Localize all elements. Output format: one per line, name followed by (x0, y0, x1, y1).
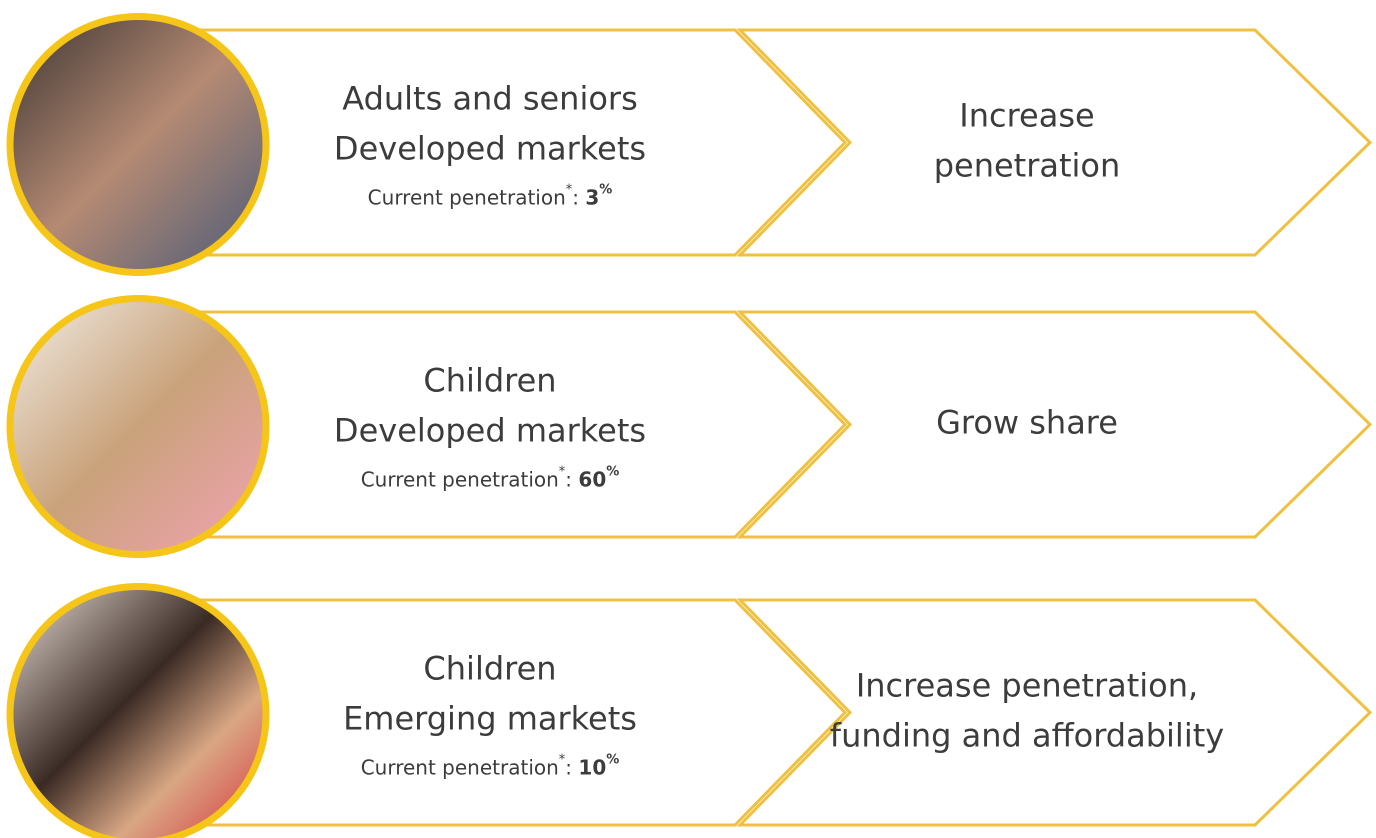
strategy-text: Increase penetration, (856, 667, 1198, 705)
strategy-text: Increase (959, 97, 1094, 135)
strategy-text: funding and affordability (830, 717, 1224, 755)
penetration-label: Current penetration (361, 467, 559, 491)
row: Adults and seniors Developed markets Curre… (10, 17, 1370, 273)
penetration-unit: % (599, 182, 612, 197)
penetration-value: 10 (578, 755, 606, 779)
strategy-text: Grow share (936, 404, 1118, 442)
penetration-unit: % (606, 464, 619, 479)
photo (10, 587, 266, 838)
penetration-text: Current penetration*: 10% (361, 752, 620, 779)
penetration-value: 60 (578, 467, 606, 491)
penetration-text: Current penetration*: 60% (361, 464, 620, 491)
separator: : (572, 185, 579, 209)
penetration-label: Current penetration (361, 755, 559, 779)
photo (10, 299, 266, 555)
row: Children Developed markets Current penetra… (10, 299, 1370, 555)
diagram: Adults and seniors Developed markets Curre… (0, 0, 1376, 838)
row: Children Emerging markets Current penetrat… (10, 587, 1370, 838)
segment-text: Adults and seniors (342, 80, 638, 118)
segment-text: Children (423, 362, 556, 400)
penetration-unit: % (606, 752, 619, 767)
separator: : (565, 467, 572, 491)
segment-text: Developed markets (334, 412, 646, 450)
penetration-text: Current penetration*: 3% (368, 182, 613, 209)
penetration-value: 3 (585, 185, 599, 209)
segment-text: Developed markets (334, 130, 646, 168)
strategy-text: penetration (934, 147, 1121, 185)
separator: : (565, 755, 572, 779)
penetration-label: Current penetration (368, 185, 566, 209)
segment-text: Children (423, 650, 556, 688)
photo (10, 17, 266, 273)
segment-text: Emerging markets (343, 700, 637, 738)
